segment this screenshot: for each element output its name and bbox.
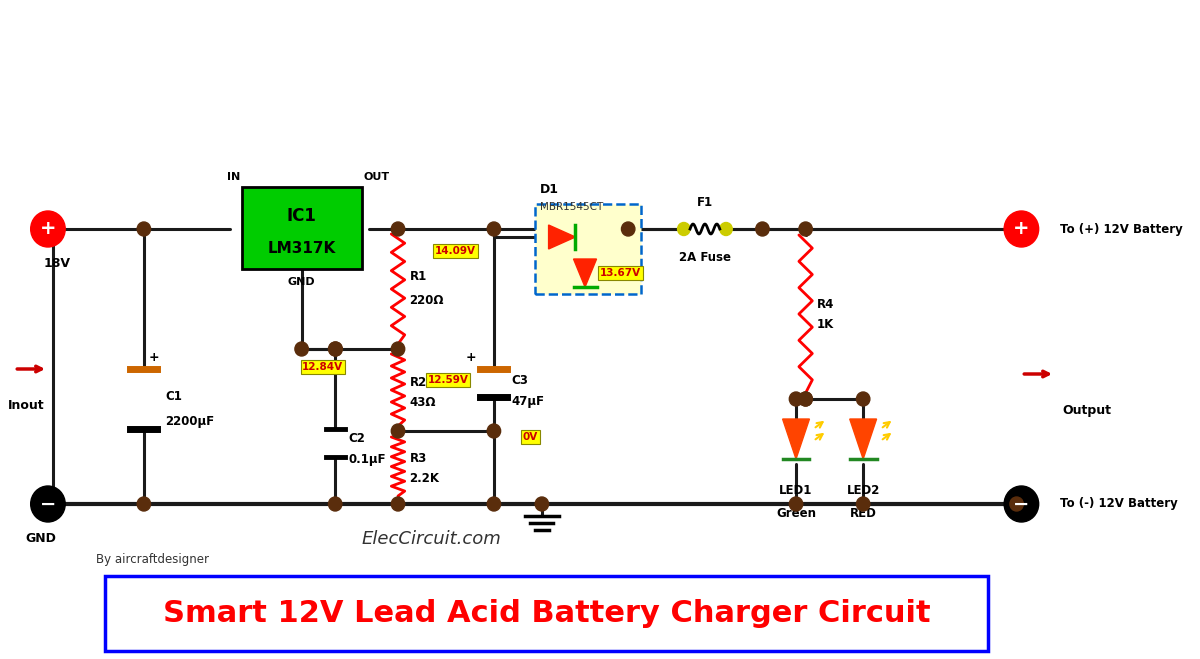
Circle shape: [391, 342, 404, 356]
Polygon shape: [782, 419, 810, 459]
Text: 0V: 0V: [523, 432, 538, 442]
Text: IC1: IC1: [287, 207, 317, 225]
Text: OUT: OUT: [364, 172, 390, 182]
Circle shape: [720, 223, 732, 235]
Text: R3: R3: [409, 452, 427, 465]
Circle shape: [487, 497, 500, 511]
Text: +: +: [40, 219, 56, 239]
Circle shape: [391, 222, 404, 236]
Text: LED1: LED1: [779, 484, 812, 497]
Text: 14.09V: 14.09V: [436, 246, 476, 256]
Text: Green: Green: [776, 507, 816, 520]
Bar: [106, 576, 988, 651]
Circle shape: [1010, 497, 1024, 511]
Polygon shape: [548, 225, 576, 249]
Text: R1: R1: [409, 270, 427, 283]
Circle shape: [31, 211, 65, 247]
Text: F1: F1: [697, 196, 713, 209]
Text: LM317K: LM317K: [268, 241, 336, 256]
Circle shape: [391, 497, 404, 511]
Text: By aircraftdesigner: By aircraftdesigner: [96, 552, 209, 565]
Circle shape: [1004, 486, 1039, 522]
Polygon shape: [574, 259, 596, 287]
Circle shape: [799, 392, 812, 406]
Text: 18V: 18V: [44, 257, 71, 270]
Text: Output: Output: [1063, 404, 1111, 417]
Text: LED2: LED2: [846, 484, 880, 497]
Circle shape: [1004, 211, 1039, 247]
Circle shape: [790, 497, 803, 511]
Text: Smart 12V Lead Acid Battery Charger Circuit: Smart 12V Lead Acid Battery Charger Circ…: [163, 599, 930, 628]
Text: −: −: [1013, 494, 1030, 513]
Text: 220Ω: 220Ω: [409, 295, 444, 308]
Text: −: −: [40, 494, 56, 513]
Circle shape: [756, 222, 769, 236]
Text: C3: C3: [511, 374, 528, 387]
Text: 12.59V: 12.59V: [427, 375, 468, 385]
Text: R2: R2: [409, 376, 427, 389]
Text: D1: D1: [540, 183, 559, 196]
Circle shape: [137, 497, 150, 511]
Text: RED: RED: [850, 507, 876, 520]
Text: 0.1μF: 0.1μF: [349, 453, 386, 465]
Text: 2A Fuse: 2A Fuse: [679, 251, 731, 264]
Circle shape: [799, 222, 812, 236]
Text: R4: R4: [817, 297, 834, 310]
Text: ElecCircuit.com: ElecCircuit.com: [361, 530, 502, 548]
Text: 2.2K: 2.2K: [409, 472, 439, 485]
Circle shape: [857, 392, 870, 406]
Text: +: +: [1013, 219, 1030, 239]
Text: GND: GND: [26, 532, 56, 545]
Bar: [535, 204, 641, 294]
Bar: [241, 187, 361, 269]
Circle shape: [678, 223, 690, 235]
Text: C2: C2: [349, 432, 366, 445]
Circle shape: [487, 222, 500, 236]
Text: 1K: 1K: [817, 318, 834, 331]
Text: 43Ω: 43Ω: [409, 395, 436, 409]
Circle shape: [329, 497, 342, 511]
Text: To (-) 12V Battery: To (-) 12V Battery: [1060, 498, 1177, 511]
Text: +: +: [149, 351, 160, 364]
Circle shape: [137, 222, 150, 236]
Circle shape: [31, 486, 65, 522]
Text: GND: GND: [288, 277, 316, 287]
Text: To (+) 12V Battery: To (+) 12V Battery: [1060, 223, 1182, 235]
Circle shape: [790, 392, 803, 406]
Circle shape: [391, 424, 404, 438]
Circle shape: [295, 342, 308, 356]
Text: 2200μF: 2200μF: [164, 415, 214, 428]
Text: IN: IN: [227, 172, 240, 182]
Circle shape: [535, 497, 548, 511]
Circle shape: [329, 342, 342, 356]
Text: MBR1545CT: MBR1545CT: [540, 202, 604, 212]
Text: C1: C1: [164, 391, 182, 403]
Text: +: +: [466, 351, 476, 364]
Text: Inout: Inout: [7, 399, 44, 412]
Circle shape: [329, 342, 342, 356]
Circle shape: [799, 392, 812, 406]
Text: 47μF: 47μF: [511, 395, 544, 407]
Circle shape: [622, 222, 635, 236]
Circle shape: [487, 424, 500, 438]
Text: 13.67V: 13.67V: [600, 268, 641, 278]
Text: 12.84V: 12.84V: [302, 362, 343, 372]
Circle shape: [857, 497, 870, 511]
Polygon shape: [850, 419, 876, 459]
